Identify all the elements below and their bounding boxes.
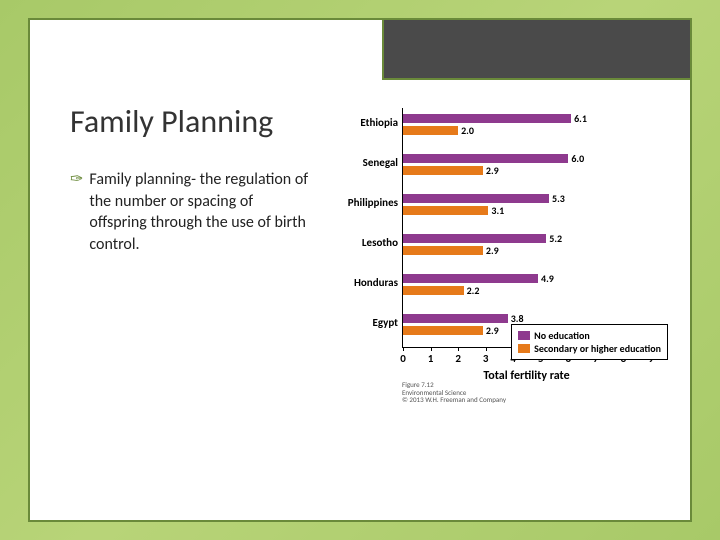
category-label: Philippines [326, 196, 398, 209]
x-tick [458, 347, 459, 351]
x-tick [486, 347, 487, 351]
x-tick-label: 1 [428, 352, 434, 365]
category-label: Senegal [326, 156, 398, 169]
x-tick-label: 0 [400, 352, 406, 365]
plot-area: Ethiopia6.12.0Senegal6.02.9Philippines5.… [402, 108, 650, 348]
bullet-icon: ✑ [70, 169, 83, 191]
legend-swatch [518, 331, 530, 340]
title-accent-box [382, 18, 692, 80]
bar-no_education [403, 114, 571, 123]
bar-value: 2.9 [486, 324, 499, 337]
bar-value: 5.3 [552, 192, 565, 205]
content-area: Family Planning ✑ Family planning- the r… [30, 20, 690, 520]
bar-secondary_higher [403, 166, 483, 175]
category-label: Egypt [326, 316, 398, 329]
legend-row: No education [518, 329, 661, 342]
bar-no_education [403, 234, 546, 243]
slide-frame: Family Planning ✑ Family planning- the r… [28, 18, 692, 522]
text-column: Family Planning ✑ Family planning- the r… [70, 102, 310, 500]
legend-row: Secondary or higher education [518, 342, 661, 355]
bullet-text: Family planning- the regulation of the n… [89, 169, 310, 255]
chart-legend: No educationSecondary or higher educatio… [511, 324, 668, 360]
bar-secondary_higher [403, 286, 464, 295]
bar-secondary_higher [403, 326, 483, 335]
slide-title: Family Planning [70, 102, 310, 141]
bullet-item: ✑ Family planning- the regulation of the… [70, 169, 310, 255]
bar-value: 2.2 [467, 284, 480, 297]
legend-label: No education [534, 329, 590, 342]
x-tick [403, 347, 404, 351]
category-label: Honduras [326, 276, 398, 289]
bar-value: 5.2 [549, 232, 562, 245]
bar-value: 6.1 [574, 112, 587, 125]
bar-no_education [403, 274, 538, 283]
bar-secondary_higher [403, 126, 458, 135]
bar-value: 6.0 [571, 152, 584, 165]
x-tick [431, 347, 432, 351]
fertility-chart: Ethiopia6.12.0Senegal6.02.9Philippines5.… [330, 102, 670, 412]
bar-secondary_higher [403, 246, 483, 255]
category-label: Ethiopia [326, 116, 398, 129]
chart-column: Ethiopia6.12.0Senegal6.02.9Philippines5.… [330, 102, 670, 500]
x-tick-label: 2 [455, 352, 461, 365]
bar-secondary_higher [403, 206, 488, 215]
category-label: Lesotho [326, 236, 398, 249]
bar-value: 2.0 [461, 124, 474, 137]
x-tick-label: 3 [483, 352, 489, 365]
bar-value: 2.9 [486, 164, 499, 177]
bar-no_education [403, 314, 508, 323]
bar-value: 3.1 [491, 204, 504, 217]
bar-no_education [403, 194, 549, 203]
legend-label: Secondary or higher education [534, 342, 661, 355]
bar-value: 4.9 [541, 272, 554, 285]
figure-caption: Figure 7.12Environmental Science© 2013 W… [402, 381, 506, 404]
legend-swatch [518, 344, 530, 353]
bar-value: 2.9 [486, 244, 499, 257]
bar-no_education [403, 154, 568, 163]
